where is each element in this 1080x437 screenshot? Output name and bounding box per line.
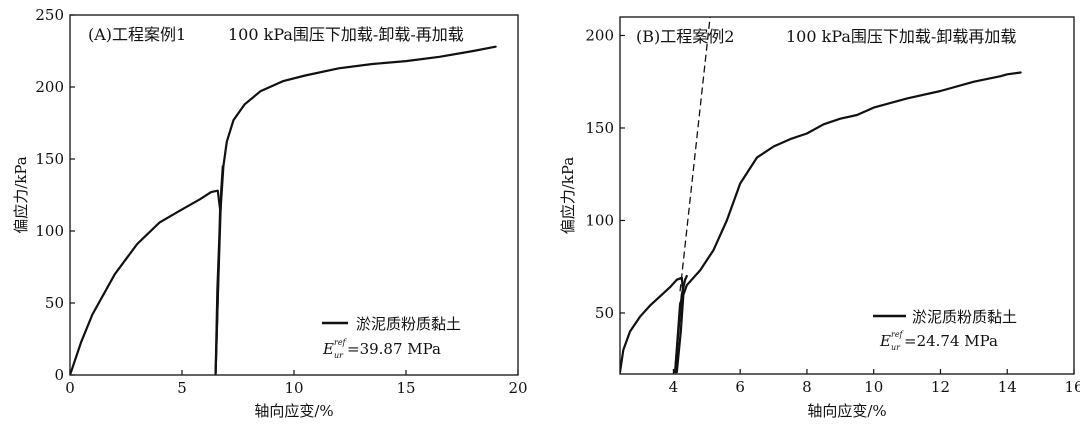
x-tick-label: 12 xyxy=(931,378,950,396)
modulus-subscript: ur xyxy=(334,351,344,360)
y-tick-label: 250 xyxy=(35,6,64,24)
series-line-dashed xyxy=(679,17,711,292)
y-tick-label: 100 xyxy=(585,211,614,229)
chart-title: 100 kPa围压下加载-卸载-再加载 xyxy=(228,25,464,44)
y-tick-label: 50 xyxy=(595,304,614,322)
y-tick-label: 150 xyxy=(35,150,64,168)
chart-panel-b: 4 6 8 10 12 14 16 50 100 150 200 轴向应变/% 偏应力/kPa (B)工程… xyxy=(559,16,1080,420)
y-tick-label: 200 xyxy=(35,78,64,96)
y-axis-label: 偏应力/kPa xyxy=(559,157,577,235)
modulus-superscript: ref xyxy=(334,338,348,347)
y-tick-label: 200 xyxy=(585,26,614,44)
modulus-value: =39.87 MPa xyxy=(347,340,441,358)
x-tick-label: 14 xyxy=(998,378,1017,396)
legend-label: 淤泥质粉质黏土 xyxy=(912,308,1017,326)
series-line xyxy=(673,274,688,374)
x-tick-label: 10 xyxy=(284,379,303,397)
x-axis-label: 轴向应变/% xyxy=(807,402,886,420)
chart-title: 100 kPa围压下加载-卸载再加载 xyxy=(786,27,1016,46)
y-tick-label: 150 xyxy=(585,119,614,137)
y-tick-label: 100 xyxy=(35,222,64,240)
modulus-value: =24.74 MPa xyxy=(904,332,998,350)
y-axis-label: 偏应力/kPa xyxy=(12,156,30,234)
x-tick-label: 20 xyxy=(508,379,527,397)
x-tick-label: 8 xyxy=(802,378,812,396)
x-axis-label: 轴向应变/% xyxy=(254,402,333,420)
x-tick-label: 15 xyxy=(396,379,415,397)
x-tick-label: 0 xyxy=(65,379,75,397)
series-line xyxy=(620,71,1022,374)
modulus-symbol: E xyxy=(879,332,891,350)
x-tick-label: 4 xyxy=(669,378,679,396)
x-tick-label: 16 xyxy=(1064,378,1080,396)
plot-frame xyxy=(619,16,1075,375)
x-tick-label: 5 xyxy=(177,379,187,397)
modulus-symbol: E xyxy=(322,340,334,358)
chart-panel-a: 0 5 10 15 20050100150200250轴向应变/%偏应力/kPa(A)工… xyxy=(12,6,528,420)
x-tick-label: 6 xyxy=(735,378,745,396)
x-tick-label: 10 xyxy=(864,378,883,396)
panel-label: (A)工程案例1 xyxy=(88,25,186,44)
panel-label: (B)工程案例2 xyxy=(636,27,734,46)
y-tick-label: 0 xyxy=(54,366,64,384)
legend-label: 淤泥质粉质黏土 xyxy=(356,315,461,333)
series-line xyxy=(214,165,224,375)
y-tick-label: 50 xyxy=(45,294,64,312)
modulus-subscript: ur xyxy=(891,343,901,352)
modulus-superscript: ref xyxy=(891,330,905,339)
